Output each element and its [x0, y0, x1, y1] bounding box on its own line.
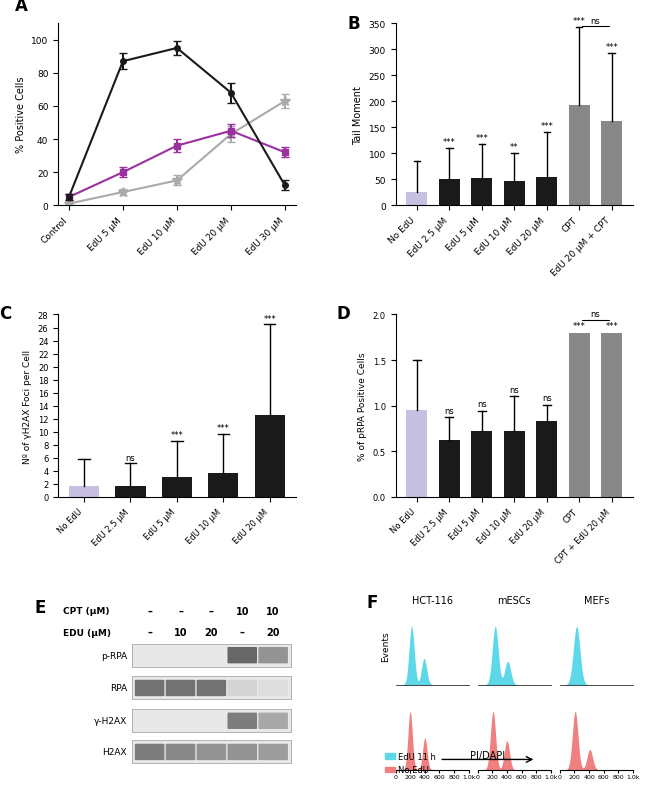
Bar	[162, 477, 192, 497]
Bar	[132, 740, 291, 764]
Title: MEFs: MEFs	[584, 595, 609, 606]
FancyBboxPatch shape	[196, 680, 226, 696]
Text: 10: 10	[236, 606, 249, 616]
Text: ***: ***	[264, 314, 276, 323]
Text: **: **	[510, 143, 519, 152]
Text: 20: 20	[205, 627, 218, 638]
Text: RPA: RPA	[110, 683, 127, 692]
Text: ns: ns	[590, 17, 600, 26]
Title: HCT-116: HCT-116	[412, 595, 453, 606]
Text: A: A	[16, 0, 28, 14]
Text: 10: 10	[266, 606, 280, 616]
Y-axis label: Nº of γH2AX Foci per Cell: Nº of γH2AX Foci per Cell	[23, 349, 32, 463]
Bar	[472, 179, 492, 206]
Bar	[255, 416, 285, 497]
Bar	[601, 122, 622, 206]
Y-axis label: % Positive Cells: % Positive Cells	[16, 77, 26, 153]
Text: ***: ***	[541, 122, 553, 132]
Bar	[504, 431, 525, 497]
Bar	[536, 422, 557, 497]
Bar	[439, 440, 460, 497]
Text: ***: ***	[443, 138, 455, 147]
Text: ns: ns	[542, 394, 552, 403]
Text: ***: ***	[475, 134, 488, 143]
Bar	[132, 709, 291, 732]
Bar	[568, 334, 590, 497]
FancyBboxPatch shape	[166, 680, 195, 696]
Bar	[601, 334, 622, 497]
Bar	[132, 644, 291, 666]
FancyBboxPatch shape	[166, 743, 195, 760]
Text: –: –	[178, 606, 183, 616]
Text: 20: 20	[266, 627, 280, 638]
FancyBboxPatch shape	[258, 713, 288, 729]
Bar	[406, 411, 428, 497]
Text: H2AX: H2AX	[103, 747, 127, 756]
Bar	[69, 487, 99, 497]
Bar	[439, 180, 460, 206]
Bar	[116, 486, 145, 497]
Text: ns: ns	[125, 453, 136, 462]
Text: ns: ns	[590, 310, 600, 318]
Bar	[132, 677, 291, 699]
Bar	[568, 106, 590, 206]
Text: –: –	[240, 627, 245, 638]
FancyBboxPatch shape	[135, 743, 164, 760]
FancyBboxPatch shape	[227, 680, 257, 696]
Text: EDU (μM): EDU (μM)	[63, 628, 111, 637]
Bar	[504, 182, 525, 206]
Text: ***: ***	[171, 431, 183, 439]
FancyBboxPatch shape	[135, 680, 164, 696]
Text: PI/DAPI: PI/DAPI	[470, 750, 505, 759]
Text: C: C	[0, 304, 11, 322]
Title: mESCs: mESCs	[497, 595, 531, 606]
Text: B: B	[348, 15, 360, 33]
Bar	[472, 431, 492, 497]
Bar	[406, 193, 428, 206]
Text: ***: ***	[605, 322, 618, 330]
Text: ns: ns	[444, 406, 454, 415]
Text: –: –	[147, 606, 152, 616]
FancyBboxPatch shape	[196, 743, 226, 760]
Y-axis label: % of pRPA Positive Cells: % of pRPA Positive Cells	[358, 352, 367, 460]
Text: ***: ***	[573, 322, 586, 330]
FancyBboxPatch shape	[258, 647, 288, 663]
Text: ***: ***	[573, 17, 586, 26]
Text: CPT (μM): CPT (μM)	[63, 606, 109, 616]
Text: E: E	[34, 598, 46, 616]
Text: γ-H2AX: γ-H2AX	[94, 716, 127, 725]
Text: –: –	[209, 606, 214, 616]
Text: ns: ns	[477, 400, 486, 409]
Text: p-RPA: p-RPA	[101, 650, 127, 660]
Y-axis label: Tail Moment: Tail Moment	[353, 86, 363, 144]
Text: ***: ***	[605, 43, 618, 52]
FancyBboxPatch shape	[258, 743, 288, 760]
Text: 10: 10	[174, 627, 187, 638]
Text: ns: ns	[510, 385, 519, 395]
Text: F: F	[367, 593, 379, 611]
Legend: EdU 11 h, No EdU: EdU 11 h, No EdU	[382, 749, 439, 778]
Y-axis label: Events: Events	[381, 630, 390, 661]
Bar	[536, 177, 557, 206]
FancyBboxPatch shape	[227, 647, 257, 663]
FancyBboxPatch shape	[258, 680, 288, 696]
FancyBboxPatch shape	[227, 743, 257, 760]
Bar	[208, 473, 238, 497]
Text: D: D	[336, 304, 350, 322]
Text: ***: ***	[217, 423, 230, 433]
FancyBboxPatch shape	[227, 713, 257, 729]
Text: –: –	[147, 627, 152, 638]
